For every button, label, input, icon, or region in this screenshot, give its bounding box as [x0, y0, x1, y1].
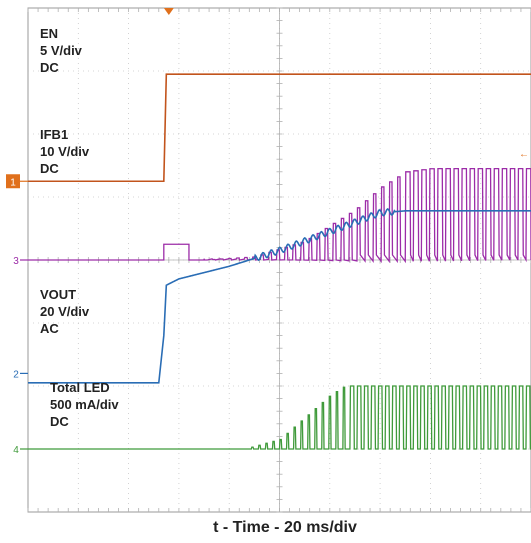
- ch4-marker: 4: [13, 445, 19, 456]
- channel-labels: EN 5 V/div DC IFB1 10 V/div DC VOUT 20 V/div AC T…: [40, 26, 119, 429]
- label-vout-1: 20 V/div: [40, 304, 90, 319]
- label-vout-0: VOUT: [40, 287, 76, 302]
- trace-en: [28, 73, 531, 183]
- channel-markers: 1 3 2 4 ←: [6, 8, 529, 456]
- label-vout-2: AC: [40, 321, 59, 336]
- traces: [28, 73, 531, 450]
- label-ifb1-2: DC: [40, 161, 59, 176]
- trace-ifb1: [28, 167, 531, 264]
- label-total-led-2: DC: [50, 414, 69, 429]
- trigger-level-marker: ←: [519, 149, 529, 160]
- label-en-2: DC: [40, 60, 59, 75]
- ch1-marker-box: [6, 174, 20, 189]
- trace-vout: [28, 208, 531, 384]
- ch1-marker: 1: [10, 177, 16, 188]
- label-ifb1-0: IFB1: [40, 127, 68, 142]
- trigger-position-marker: [163, 8, 174, 15]
- ch3-marker: 3: [13, 256, 19, 267]
- label-en-1: 5 V/div: [40, 43, 83, 58]
- trace-total-led: [28, 385, 531, 450]
- label-total-led-0: Total LED: [50, 380, 110, 395]
- label-ifb1-1: 10 V/div: [40, 144, 90, 159]
- label-total-led-1: 500 mA/div: [50, 397, 119, 412]
- x-axis-label: t - Time - 20 ms/div: [213, 519, 357, 536]
- label-en-0: EN: [40, 26, 58, 41]
- ch2-marker: 2: [13, 369, 19, 380]
